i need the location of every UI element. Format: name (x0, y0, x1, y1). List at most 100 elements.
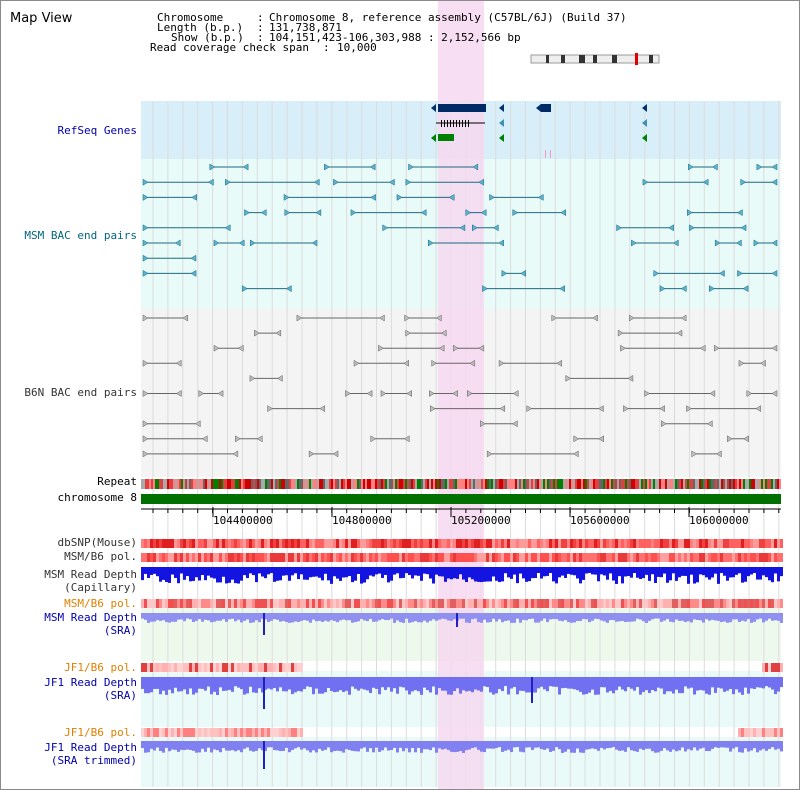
polymorphism-mark (486, 539, 489, 548)
polymorphism-mark (510, 553, 513, 562)
repeat-mark (377, 479, 379, 489)
track-label-msm-b6-pol-1[interactable]: MSM/B6 pol. (64, 550, 137, 563)
bac-end-marker (313, 178, 320, 186)
read-depth-bar (762, 741, 765, 749)
polymorphism-mark (756, 553, 759, 562)
repeat-mark (379, 479, 381, 489)
read-depth-bar (402, 741, 405, 752)
read-depth-bar (459, 613, 462, 619)
polymorphism-mark (747, 539, 750, 548)
polymorphism-mark (627, 539, 630, 548)
polymorphism-mark (474, 599, 477, 608)
bac-end-marker (686, 405, 692, 413)
polymorphism-mark (612, 553, 615, 562)
read-depth-bar (735, 613, 738, 620)
repeat-mark (203, 479, 205, 489)
repeat-mark (509, 479, 511, 489)
track-label-msm-depth-cap-1[interactable]: MSM Read Depth (44, 568, 137, 581)
track-label-jf1-b6-pol-1[interactable]: JF1/B6 pol. (64, 661, 137, 674)
polymorphism-mark (183, 599, 186, 608)
polymorphism-mark (690, 599, 693, 608)
polymorphism-mark (201, 599, 204, 608)
polymorphism-mark (711, 553, 714, 562)
polymorphism-mark (339, 553, 342, 562)
read-depth-bar (399, 613, 402, 623)
polymorphism-mark (345, 553, 348, 562)
polymorphism-mark (447, 539, 450, 548)
repeat-mark (635, 479, 637, 489)
track-label-repeat[interactable]: Repeat (97, 475, 137, 488)
track-label-chromosome[interactable]: chromosome 8 (57, 491, 137, 504)
read-depth-bar (375, 613, 378, 622)
polymorphism-mark (477, 539, 480, 548)
repeat-mark (263, 479, 265, 489)
repeat-mark (669, 479, 671, 489)
track-label-dbsnp[interactable]: dbSNP(Mouse) (57, 536, 137, 549)
read-depth-bar (444, 741, 447, 749)
polymorphism-mark (399, 539, 402, 548)
read-depth-bar (333, 741, 336, 752)
polymorphism-mark (489, 599, 492, 608)
read-depth-bar (144, 741, 147, 753)
read-depth-bar (273, 677, 276, 689)
bac-end-marker (142, 178, 149, 186)
polymorphism-mark (414, 539, 417, 548)
read-depth-bar (606, 613, 609, 623)
repeat-mark (201, 479, 203, 489)
polymorphism-mark (195, 728, 198, 737)
track-label-jf1-depth-sra-1[interactable]: JF1 Read Depth (44, 676, 137, 689)
polymorphism-mark (264, 663, 267, 672)
track-label-msm-b6-pol-2[interactable]: MSM/B6 pol. (64, 597, 137, 610)
bac-end-marker (719, 269, 725, 277)
read-depth-bar (420, 741, 423, 753)
repeat-mark (277, 479, 279, 489)
read-depth-bar (423, 567, 426, 574)
read-depth-bar (486, 677, 489, 688)
repeat-mark (475, 479, 477, 489)
polymorphism-mark (213, 599, 216, 608)
polymorphism-mark (288, 728, 291, 737)
read-depth-bar (777, 567, 780, 582)
track-label-msm-depth-sra-1[interactable]: MSM Read Depth (44, 611, 137, 624)
read-depth-bar (681, 677, 684, 694)
polymorphism-mark (561, 599, 564, 608)
polymorphism-mark (531, 539, 534, 548)
read-depth-bar (252, 741, 255, 752)
bac-end-marker (691, 450, 698, 458)
track-label-jf1-b6-pol-2[interactable]: JF1/B6 pol. (64, 726, 137, 739)
polymorphism-mark (471, 539, 474, 548)
read-depth-bar (432, 677, 435, 687)
track-label-jf1-depth-trim-1[interactable]: JF1 Read Depth (44, 741, 137, 754)
repeat-mark (159, 479, 161, 489)
polymorphism-mark (300, 663, 303, 672)
read-depth-bar (687, 567, 690, 584)
read-depth-bar (318, 567, 321, 578)
track-label-refseq[interactable]: RefSeq Genes (57, 124, 137, 137)
read-depth-bar (240, 567, 243, 581)
polymorphism-mark (462, 553, 465, 562)
repeat-mark (671, 479, 673, 489)
read-depth-bar (387, 613, 390, 621)
polymorphism-mark (777, 663, 780, 672)
bac-end-marker (659, 285, 666, 293)
read-depth-bar (255, 567, 258, 583)
coverage-sep: : (323, 41, 330, 54)
repeat-mark (231, 479, 233, 489)
read-depth-bar (537, 677, 540, 689)
polymorphism-mark (708, 553, 711, 562)
polymorphism-mark (246, 553, 249, 562)
read-depth-bar (402, 567, 405, 578)
polymorphism-mark (501, 599, 504, 608)
show-sep: : (257, 31, 264, 44)
bac-end-marker (478, 178, 485, 186)
read-depth-bar (237, 567, 240, 584)
read-depth-bar (147, 613, 150, 623)
read-depth-bar (615, 677, 618, 691)
track-label-b6n-bac[interactable]: B6N BAC end pairs (24, 386, 137, 399)
polymorphism-mark (201, 663, 204, 672)
read-depth-bar (387, 677, 390, 688)
track-label-msm-bac[interactable]: MSM BAC end pairs (24, 229, 137, 242)
read-depth-bar (780, 677, 783, 688)
read-depth-bar (690, 613, 693, 623)
read-depth-bar (624, 741, 627, 752)
